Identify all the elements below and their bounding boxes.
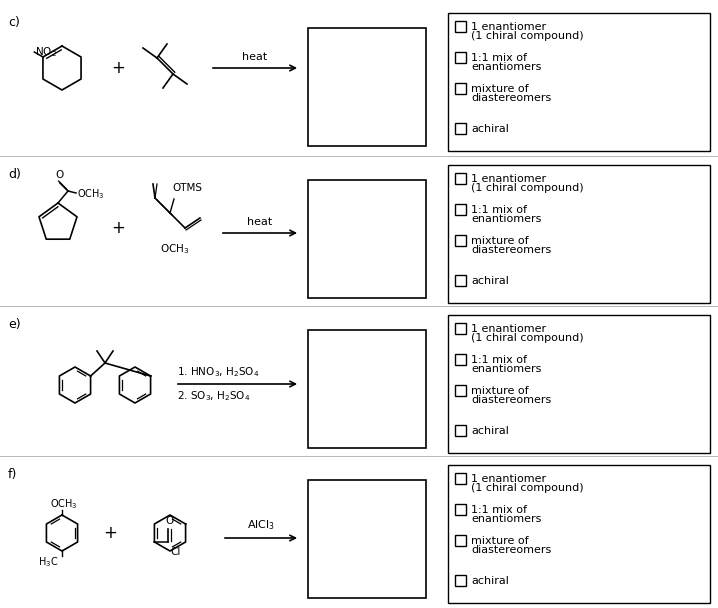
Bar: [308, 330, 426, 448]
Text: 1 enantiomer: 1 enantiomer: [471, 474, 546, 484]
Text: OCH$_3$: OCH$_3$: [77, 187, 105, 201]
Bar: [455, 385, 466, 396]
Text: achiral: achiral: [471, 426, 509, 435]
Bar: [448, 165, 710, 303]
Text: 1:1 mix of: 1:1 mix of: [471, 53, 527, 63]
Text: 1. HNO$_3$, H$_2$SO$_4$: 1. HNO$_3$, H$_2$SO$_4$: [177, 365, 259, 379]
Text: 2. SO$_3$, H$_2$SO$_4$: 2. SO$_3$, H$_2$SO$_4$: [177, 389, 251, 403]
Bar: [455, 21, 466, 32]
Text: enantiomers: enantiomers: [471, 364, 541, 374]
Text: OTMS: OTMS: [172, 183, 202, 193]
Text: 1:1 mix of: 1:1 mix of: [471, 205, 527, 215]
Text: d): d): [8, 168, 21, 181]
Text: H$_3$C: H$_3$C: [37, 555, 58, 569]
Bar: [448, 13, 710, 151]
Text: f): f): [8, 468, 17, 481]
Bar: [308, 480, 426, 598]
Bar: [455, 535, 466, 546]
Text: +: +: [111, 219, 125, 237]
Text: achiral: achiral: [471, 123, 509, 134]
Text: (1 chiral compound): (1 chiral compound): [471, 483, 584, 493]
Bar: [455, 275, 466, 286]
Text: OCH$_3$: OCH$_3$: [160, 242, 190, 256]
Bar: [455, 235, 466, 246]
Bar: [455, 323, 466, 334]
Text: achiral: achiral: [471, 576, 509, 586]
Text: 1 enantiomer: 1 enantiomer: [471, 324, 546, 334]
Text: NO$_2$: NO$_2$: [35, 45, 57, 59]
Text: 1 enantiomer: 1 enantiomer: [471, 174, 546, 184]
Text: heat: heat: [248, 217, 273, 227]
Text: AlCl$_3$: AlCl$_3$: [247, 518, 275, 532]
Bar: [448, 315, 710, 453]
Text: c): c): [8, 16, 20, 29]
Text: enantiomers: enantiomers: [471, 514, 541, 524]
Text: mixture of: mixture of: [471, 236, 528, 246]
Text: OCH$_3$: OCH$_3$: [50, 497, 78, 511]
Bar: [448, 465, 710, 603]
Text: O: O: [165, 516, 174, 526]
Text: heat: heat: [243, 52, 268, 62]
Text: O: O: [55, 170, 63, 180]
Text: e): e): [8, 318, 21, 331]
Text: achiral: achiral: [471, 275, 509, 286]
Text: mixture of: mixture of: [471, 84, 528, 94]
Text: diastereomers: diastereomers: [471, 545, 551, 555]
Text: enantiomers: enantiomers: [471, 62, 541, 72]
Bar: [455, 173, 466, 184]
Text: 1:1 mix of: 1:1 mix of: [471, 355, 527, 365]
Bar: [455, 204, 466, 215]
Text: mixture of: mixture of: [471, 536, 528, 546]
Text: diastereomers: diastereomers: [471, 93, 551, 103]
Text: +: +: [103, 524, 117, 542]
Text: diastereomers: diastereomers: [471, 395, 551, 405]
Text: (1 chiral compound): (1 chiral compound): [471, 31, 584, 41]
Bar: [455, 123, 466, 134]
Text: 1:1 mix of: 1:1 mix of: [471, 505, 527, 515]
Bar: [455, 354, 466, 365]
Text: +: +: [111, 59, 125, 77]
Text: enantiomers: enantiomers: [471, 214, 541, 224]
Bar: [455, 83, 466, 94]
Bar: [455, 504, 466, 515]
Text: (1 chiral compound): (1 chiral compound): [471, 333, 584, 343]
Bar: [455, 425, 466, 436]
Bar: [308, 28, 426, 146]
Text: Cl: Cl: [170, 547, 181, 557]
Bar: [455, 575, 466, 586]
Text: (1 chiral compound): (1 chiral compound): [471, 183, 584, 193]
Text: 1 enantiomer: 1 enantiomer: [471, 22, 546, 32]
Bar: [455, 52, 466, 63]
Bar: [308, 180, 426, 298]
Text: diastereomers: diastereomers: [471, 245, 551, 255]
Bar: [455, 473, 466, 484]
Text: mixture of: mixture of: [471, 386, 528, 396]
